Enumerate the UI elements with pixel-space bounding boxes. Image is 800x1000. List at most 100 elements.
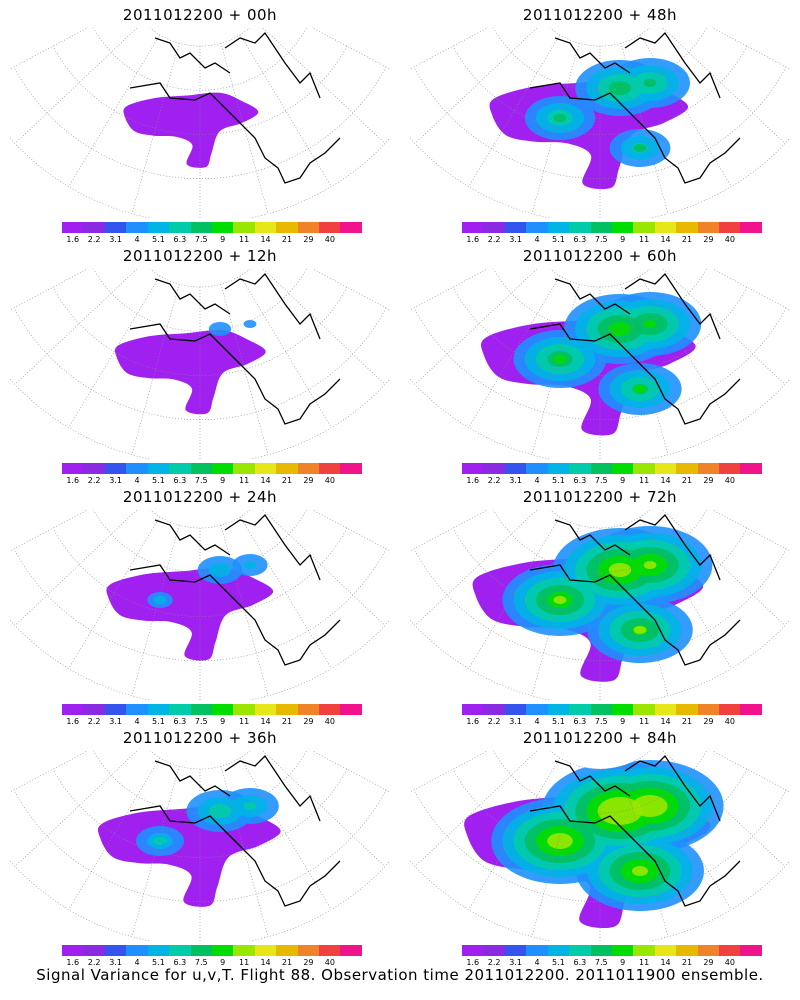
colorbar <box>462 222 762 233</box>
variance-field <box>106 554 274 661</box>
colorbar-swatch <box>83 222 105 233</box>
graticule <box>10 28 390 218</box>
colorbar-swatch <box>611 463 634 474</box>
colorbar <box>462 463 762 474</box>
colorbar-swatch <box>654 704 677 715</box>
colorbar-swatch <box>676 463 698 474</box>
variance-field <box>481 292 702 436</box>
colorbar-label: 5.1 <box>152 958 165 967</box>
colorbar-label: 9 <box>220 958 226 967</box>
colorbar-label: 4 <box>534 235 540 244</box>
colorbar-label: 29 <box>303 958 314 967</box>
colorbar-swatch <box>104 945 127 956</box>
colorbar-swatch <box>62 222 84 233</box>
colorbar-label: 5.1 <box>552 235 565 244</box>
colorbar-label: 40 <box>324 476 335 485</box>
colorbar-label: 3.1 <box>109 717 122 726</box>
colorbar-swatch <box>254 463 277 474</box>
colorbar-swatch <box>126 222 148 233</box>
colorbar-labels: 1.6 2.2 3.1 4 5.1 6.3 7.5 9 11 14 21 29 40 <box>462 235 762 245</box>
colorbar-swatch <box>697 463 720 474</box>
colorbar-swatch <box>233 704 255 715</box>
colorbar-swatch <box>83 463 105 474</box>
colorbar-labels: 1.6 2.2 3.1 4 5.1 6.3 7.5 9 11 14 21 29 40 <box>462 717 762 727</box>
colorbar-swatch <box>547 463 570 474</box>
colorbar-swatch <box>276 704 298 715</box>
colorbar-label: 40 <box>724 476 735 485</box>
colorbar-swatch <box>169 222 191 233</box>
colorbar-swatch <box>611 704 634 715</box>
coastline <box>129 754 341 907</box>
colorbar-label: 5.1 <box>552 476 565 485</box>
colorbar-label: 29 <box>303 235 314 244</box>
colorbar-swatch <box>297 945 320 956</box>
colorbar-label: 1.6 <box>66 717 80 726</box>
colorbar-swatch <box>126 704 148 715</box>
colorbar-swatch <box>526 222 548 233</box>
panel-title: 2011012200 + 48h <box>522 6 678 24</box>
map-panel: 2011012200 + 48h 1.6 2.2 3.1 4 5.1 6.3 7.5 9 11 14… <box>400 0 800 245</box>
colorbar-swatch <box>83 945 105 956</box>
coastline <box>529 31 741 184</box>
colorbar-label: 2.2 <box>487 717 501 726</box>
colorbar-label: 3.1 <box>509 476 522 485</box>
colorbar-label: 11 <box>239 235 250 244</box>
graticule <box>410 510 790 700</box>
colorbar-swatch <box>169 704 191 715</box>
colorbar-label: 1.6 <box>466 476 480 485</box>
colorbar-label: 11 <box>239 958 250 967</box>
colorbar-label: 21 <box>281 476 293 485</box>
map-panel: 2011012200 + 12h 1.6 2.2 3.1 4 5.1 6.3 7.5 9 11 14… <box>0 241 400 486</box>
colorbar-label: 7.5 <box>594 235 608 244</box>
colorbar-label: 2.2 <box>487 476 501 485</box>
colorbar-label: 3.1 <box>109 476 122 485</box>
colorbar-label: 40 <box>324 717 335 726</box>
colorbar-swatch <box>62 463 84 474</box>
graticule <box>410 751 790 941</box>
panel-title: 2011012200 + 84h <box>522 729 678 747</box>
colorbar-swatch <box>740 945 762 956</box>
colorbar-swatch <box>62 945 84 956</box>
colorbar-swatch <box>169 945 191 956</box>
colorbar-label: 1.6 <box>66 476 80 485</box>
colorbar-swatch <box>569 222 591 233</box>
colorbar-label: 29 <box>303 717 314 726</box>
colorbar-label: 5.1 <box>152 717 165 726</box>
colorbar-label: 4 <box>534 476 540 485</box>
colorbar-swatch <box>62 704 84 715</box>
polar-map <box>10 510 390 700</box>
colorbar-swatch <box>590 945 612 956</box>
colorbar-label: 1.6 <box>466 958 480 967</box>
colorbar-swatch <box>504 945 527 956</box>
colorbar-swatch <box>462 463 484 474</box>
colorbar-swatch <box>190 463 212 474</box>
colorbar-swatch <box>697 945 720 956</box>
colorbar-label: 7.5 <box>194 717 208 726</box>
colorbar-label: 2.2 <box>487 958 501 967</box>
colorbar-swatch <box>526 945 548 956</box>
colorbar-swatch <box>233 463 255 474</box>
colorbar-label: 40 <box>724 717 735 726</box>
colorbar-label: 29 <box>703 476 714 485</box>
colorbar-label: 29 <box>703 958 714 967</box>
colorbar <box>462 945 762 956</box>
colorbar-label: 1.6 <box>66 958 80 967</box>
polar-map <box>410 510 790 700</box>
colorbar-swatch <box>526 463 548 474</box>
map-panel: 2011012200 + 60h 1.6 2.2 3.1 4 5.1 6.3 7.5 9 11 14… <box>400 241 800 486</box>
colorbar-swatch <box>462 704 484 715</box>
colorbar-label: 5.1 <box>152 235 165 244</box>
colorbar-label: 21 <box>281 958 293 967</box>
colorbar <box>62 222 362 233</box>
colorbar-label: 11 <box>639 717 650 726</box>
colorbar-swatch <box>697 704 720 715</box>
colorbar-swatch <box>483 945 505 956</box>
colorbar-swatch <box>654 945 677 956</box>
colorbar-swatch <box>504 222 527 233</box>
colorbar-label: 21 <box>281 235 293 244</box>
colorbar-swatch <box>340 704 362 715</box>
variance-field <box>123 92 259 168</box>
graticule <box>10 269 390 459</box>
colorbar-label: 11 <box>239 476 250 485</box>
colorbar-swatch <box>569 704 591 715</box>
